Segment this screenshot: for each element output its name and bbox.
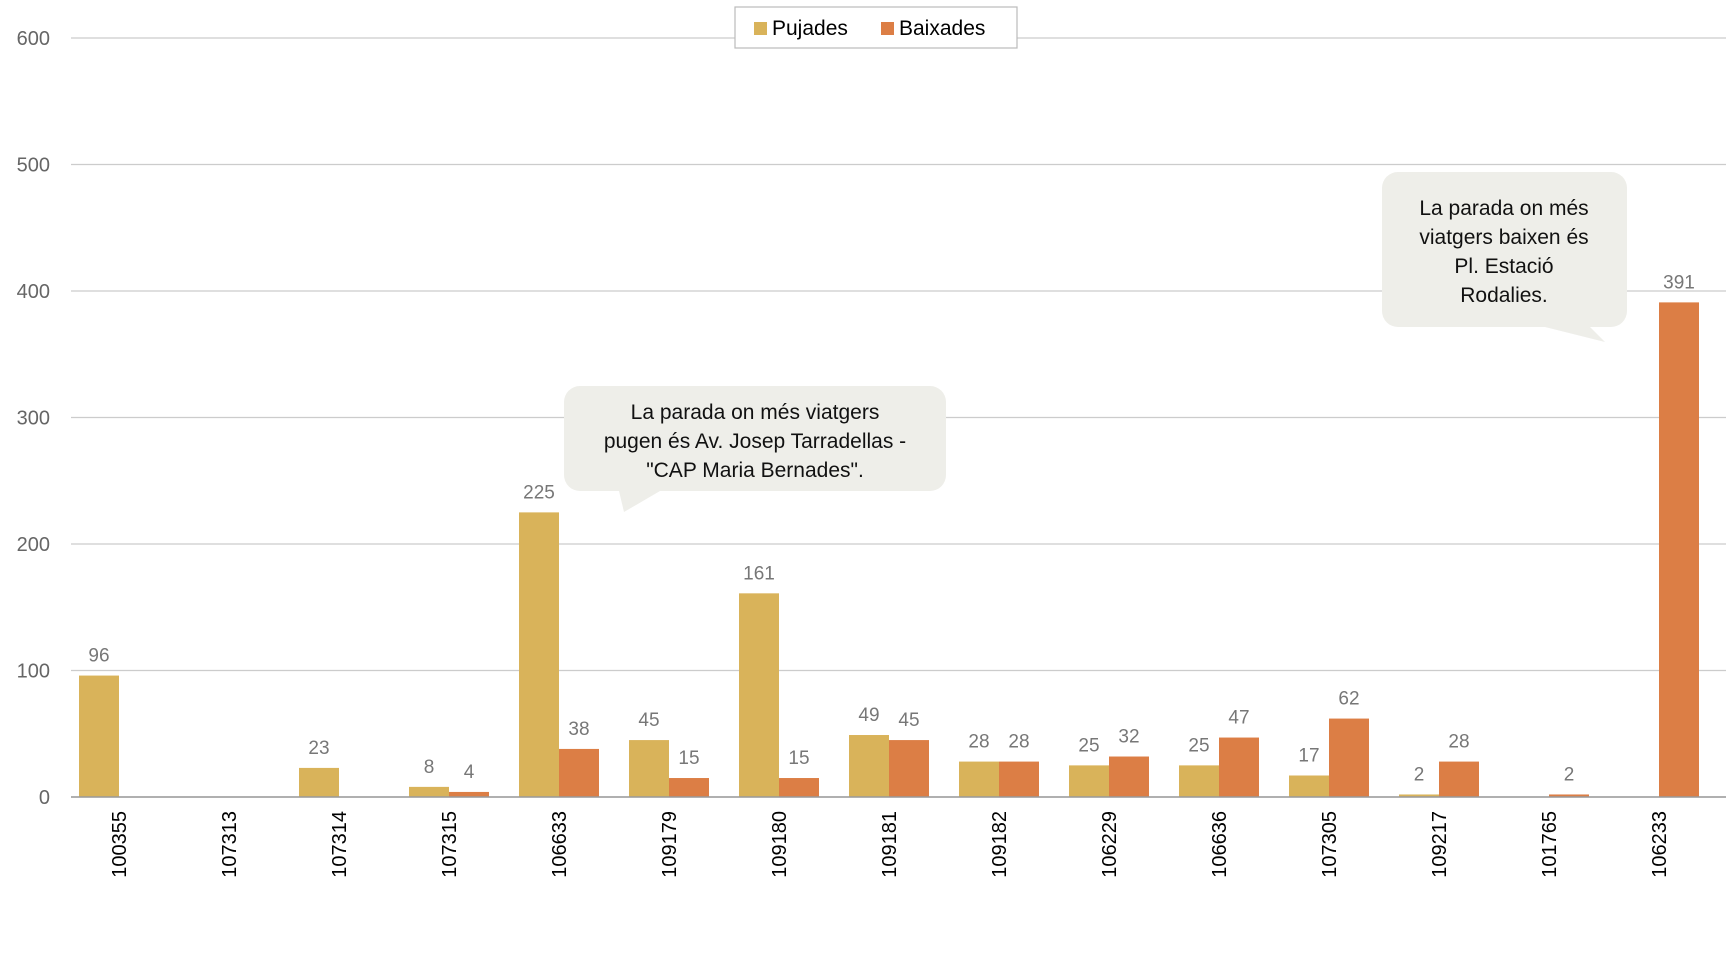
bar-pujades-109182 [959, 761, 999, 797]
callout-text: "CAP Maria Bernades". [646, 459, 864, 482]
callout-text: pugen és Av. Josep Tarradellas - [604, 430, 906, 453]
x-tick-label: 107314 [329, 811, 351, 878]
callout-text: La parada on més [1419, 197, 1588, 220]
bar-pujades-109181 [849, 735, 889, 797]
bar-pujades-106633 [519, 512, 559, 797]
annotation-callout: La parada on més viatgers baixen és Pl. Es… [1382, 172, 1627, 342]
bar-pujades-107314 [299, 767, 339, 797]
data-label: 45 [638, 710, 659, 731]
data-label: 25 [1078, 735, 1099, 756]
bar-baixades-109180 [779, 778, 819, 797]
bar-pujades-100355 [79, 675, 119, 797]
legend-swatch [754, 22, 767, 35]
x-tick-label: 109181 [879, 811, 901, 878]
callout-text: La parada on més viatgers [631, 401, 880, 424]
gridlines [71, 37, 1726, 798]
callout-text: Pl. Estació [1454, 255, 1553, 278]
callout-text: viatgers baixen és [1419, 226, 1588, 249]
data-label: 4 [464, 762, 475, 783]
y-tick-label: 0 [39, 787, 50, 809]
bars [79, 302, 1699, 797]
callout-box [564, 386, 946, 491]
data-label: 161 [743, 563, 775, 584]
legend: Pujades Baixades [734, 6, 1018, 49]
legend-swatch [881, 22, 894, 35]
data-label: 25 [1188, 735, 1209, 756]
callout-text: Rodalies. [1460, 284, 1548, 307]
data-label: 15 [788, 748, 809, 769]
data-label: 2 [1414, 764, 1425, 785]
data-labels: 96 23 8 225 45 161 49 28 25 25 17 2 4 38 15 15 45 28 32 47 6… [88, 272, 1694, 785]
x-tick-label: 107315 [439, 811, 461, 878]
bar-baixades-101765 [1549, 794, 1589, 797]
data-label: 28 [1008, 732, 1029, 753]
y-tick-label: 600 [17, 28, 50, 50]
callout-box [1382, 172, 1627, 327]
data-label: 17 [1298, 745, 1319, 766]
bar-baixades-109217 [1439, 761, 1479, 797]
bar-pujades-109180 [739, 593, 779, 797]
data-label: 391 [1663, 272, 1695, 293]
data-label: 15 [678, 748, 699, 769]
bar-pujades-107305 [1289, 775, 1329, 797]
bar-baixades-106633 [559, 748, 599, 797]
bar-pujades-107315 [409, 786, 449, 797]
data-label: 32 [1118, 727, 1139, 748]
callout-pointer [619, 491, 660, 512]
data-label: 62 [1338, 689, 1359, 710]
data-label: 49 [858, 705, 879, 726]
x-tick-label: 101765 [1539, 811, 1561, 878]
data-label: 96 [88, 646, 109, 667]
bar-pujades-106636 [1179, 765, 1219, 797]
x-tick-label: 107313 [219, 811, 241, 878]
y-tick-label: 100 [17, 661, 50, 683]
data-label: 23 [308, 738, 329, 759]
legend-label: Pujades [772, 17, 848, 40]
data-label: 47 [1228, 708, 1249, 729]
x-tick-label: 109217 [1429, 811, 1451, 878]
x-tick-label: 109179 [659, 811, 681, 878]
annotation-callout: La parada on més viatgers pugen és Av. Jo… [564, 386, 946, 512]
bar-baixades-107305 [1329, 718, 1369, 797]
bar-baixades-109181 [889, 740, 929, 797]
data-label: 28 [1448, 732, 1469, 753]
legend-box [734, 6, 1018, 49]
callout-pointer [1545, 327, 1605, 342]
x-tick-label: 106633 [549, 811, 571, 878]
data-label: 2 [1564, 764, 1575, 785]
y-tick-label: 200 [17, 534, 50, 556]
data-label: 28 [968, 732, 989, 753]
bar-baixades-109179 [669, 778, 709, 797]
bar-baixades-107315 [449, 791, 489, 797]
x-tick-label: 107305 [1319, 811, 1341, 878]
legend-label: Baixades [899, 17, 985, 40]
y-tick-label: 300 [17, 408, 50, 430]
x-tick-label: 106233 [1649, 811, 1671, 878]
data-label: 38 [568, 719, 589, 740]
bar-baixades-109182 [999, 761, 1039, 797]
y-tick-label: 500 [17, 155, 50, 177]
bar-pujades-109217 [1399, 794, 1439, 797]
axes: 0 100 200 300 400 500 600 100355 107313 107314 107… [17, 28, 1726, 878]
data-label: 225 [523, 482, 555, 503]
data-label: 45 [898, 710, 919, 731]
y-tick-label: 400 [17, 281, 50, 303]
x-tick-label: 106636 [1209, 811, 1231, 878]
data-label: 8 [424, 757, 435, 778]
x-tick-label: 109182 [989, 811, 1011, 878]
bar-pujades-106229 [1069, 765, 1109, 797]
x-tick-label: 109180 [769, 811, 791, 878]
bar-baixades-106229 [1109, 756, 1149, 797]
bar-baixades-106233 [1659, 302, 1699, 797]
x-tick-label: 106229 [1099, 811, 1121, 878]
annotations: La parada on més viatgers pugen és Av. Jo… [564, 172, 1627, 512]
bar-pujades-109179 [629, 740, 669, 797]
x-tick-label: 100355 [109, 811, 131, 878]
bar-baixades-106636 [1219, 737, 1259, 797]
